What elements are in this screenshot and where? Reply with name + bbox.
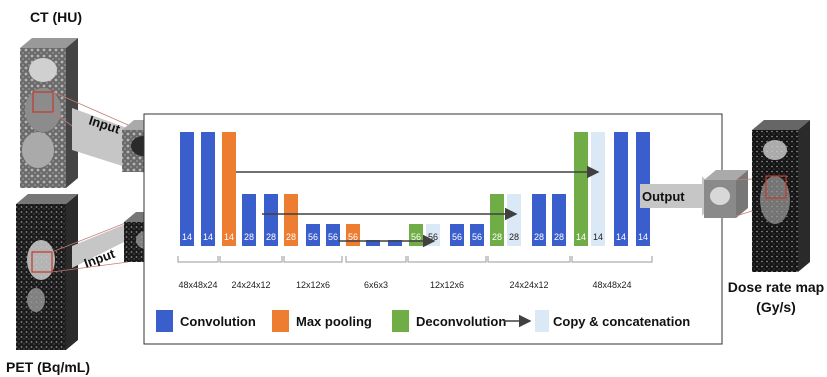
legend-convolution: Convolution [180, 314, 256, 329]
block-conv-10 [388, 240, 402, 246]
block-channel-label-13: 56 [452, 232, 462, 242]
size-bracket-0 [177, 256, 219, 263]
size-label-0: 48x48x24 [178, 280, 217, 290]
size-bracket-5 [487, 256, 571, 263]
block-channel-label-10: 108 [388, 233, 402, 242]
block-channel-label-15: 28 [492, 232, 502, 242]
dose-rate-map-label: Dose rate map [728, 279, 824, 295]
block-conv-13 [450, 224, 464, 246]
block-channel-label-21: 14 [616, 232, 626, 242]
output-arrow [640, 176, 720, 216]
size-bracket-2 [283, 256, 343, 263]
output-label: Output [642, 189, 685, 204]
block-channel-label-11: 56 [411, 232, 421, 242]
block-channel-label-1: 14 [203, 232, 213, 242]
block-deconv-15 [490, 194, 504, 246]
size-label-3: 6x6x3 [364, 280, 388, 290]
block-pool-5 [284, 194, 298, 246]
legend-swatch-deconvolution [392, 310, 409, 332]
legend-copy: Copy & concatenation [553, 314, 690, 329]
block-conv-7 [326, 224, 340, 246]
pet-volume-image [16, 194, 78, 350]
block-channel-label-3: 28 [244, 232, 254, 242]
pet-label: PET (Bq/mL) [6, 359, 90, 375]
size-label-1: 24x24x12 [231, 280, 270, 290]
ct-label: CT (HU) [30, 9, 82, 25]
block-channel-label-2: 14 [224, 232, 234, 242]
block-conv-14 [470, 224, 484, 246]
output-patch-cube [704, 170, 748, 218]
size-bracket-1 [219, 256, 283, 263]
dose-rate-map-unit: (Gy/s) [756, 299, 796, 315]
block-conv-3 [242, 194, 256, 246]
block-channel-label-9: 108 [366, 233, 380, 242]
block-channel-label-20: 14 [593, 232, 603, 242]
block-conv-1 [201, 132, 215, 246]
size-label-4: 12x12x6 [430, 280, 464, 290]
block-channel-label-14: 56 [472, 232, 482, 242]
legend-max-pooling: Max pooling [296, 314, 372, 329]
size-bracket-4 [407, 256, 487, 263]
dose-rate-map-image [752, 120, 810, 272]
block-conv-4 [264, 194, 278, 246]
size-label-2: 12x12x6 [296, 280, 330, 290]
block-channel-label-7: 56 [328, 232, 338, 242]
legend-swatch-convolution [156, 310, 173, 332]
legend: Convolution Max pooling Deconvolution Co… [156, 310, 690, 332]
skip-connections [236, 165, 600, 248]
block-conv-9 [366, 240, 380, 246]
block-channel-label-17: 28 [534, 232, 544, 242]
size-brackets: 48x48x24 24x24x12 12x12x6 6x6x3 12x12x6 24x24… [177, 256, 653, 290]
size-label-5: 24x24x12 [509, 280, 548, 290]
block-channel-label-6: 56 [308, 232, 318, 242]
block-channel-label-4: 28 [266, 232, 276, 242]
legend-swatch-copy [535, 310, 549, 332]
block-channel-label-19: 14 [576, 232, 586, 242]
block-conv-0 [180, 132, 194, 246]
block-copy-20 [591, 132, 605, 246]
block-channel-label-5: 28 [286, 232, 296, 242]
block-channel-label-8: 56 [348, 232, 358, 242]
block-channel-label-18: 28 [554, 232, 564, 242]
block-conv-6 [306, 224, 320, 246]
size-bracket-3 [345, 256, 407, 263]
block-deconv-19 [574, 132, 588, 246]
block-pool-2 [222, 132, 236, 246]
block-conv-21 [614, 132, 628, 246]
block-conv-17 [532, 194, 546, 246]
block-channel-label-16: 28 [509, 232, 519, 242]
legend-deconvolution: Deconvolution [416, 314, 506, 329]
block-conv-18 [552, 194, 566, 246]
block-channel-label-22: 14 [638, 232, 648, 242]
block-channel-label-0: 14 [182, 232, 192, 242]
ct-volume-image [20, 38, 78, 188]
legend-swatch-max-pooling [272, 310, 289, 332]
size-label-6: 48x48x24 [592, 280, 631, 290]
size-bracket-6 [571, 256, 653, 263]
